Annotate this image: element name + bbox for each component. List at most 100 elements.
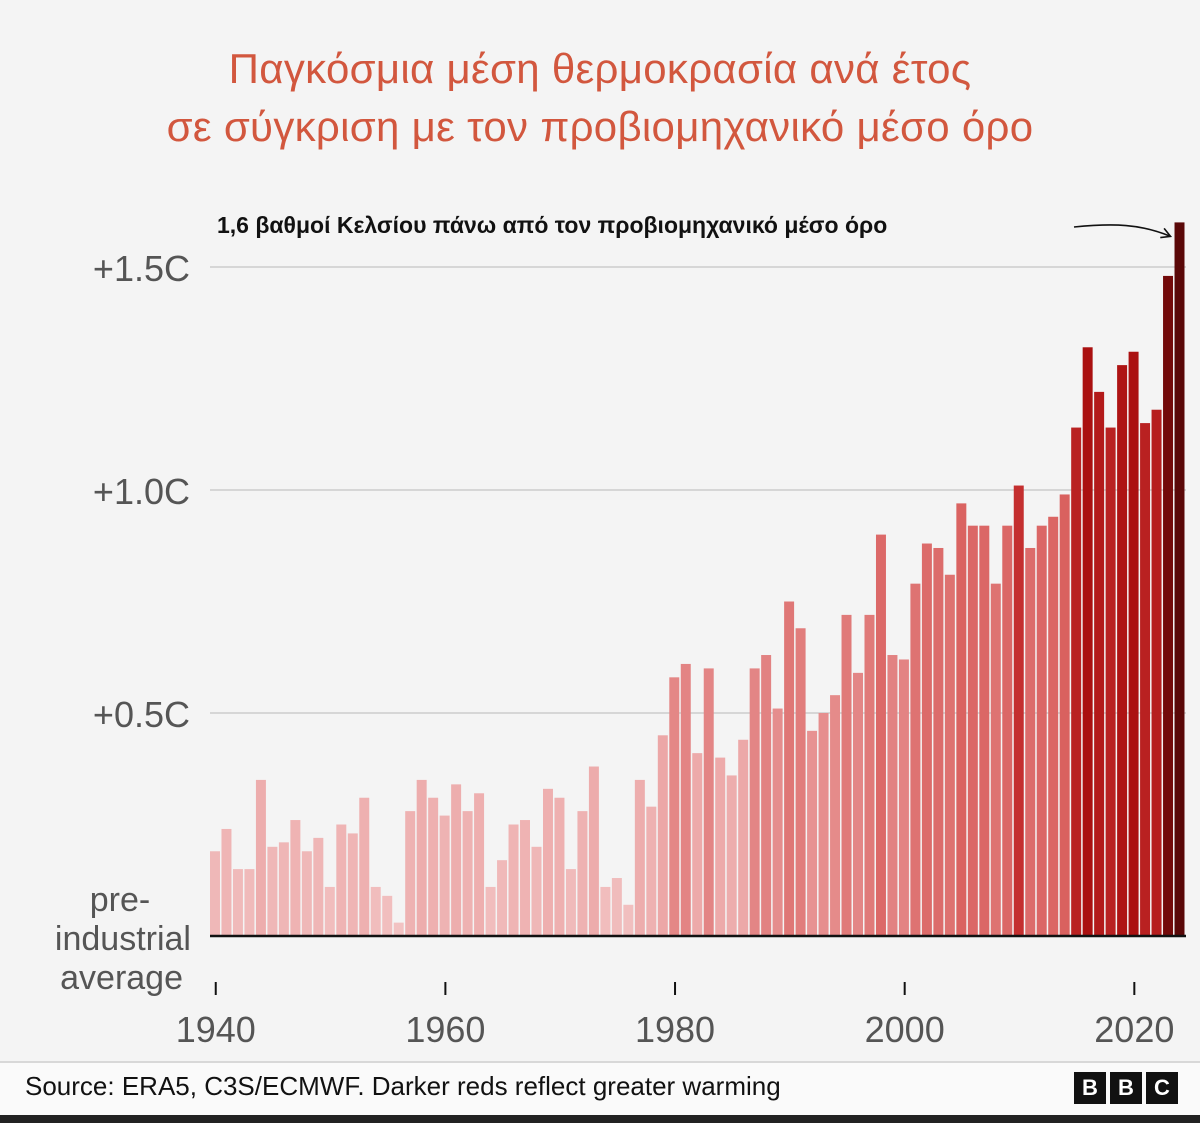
bar-1993 — [819, 713, 829, 936]
bar-2006 — [968, 526, 978, 936]
footer: Source: ERA5, C3S/ECMWF. Darker reds ref… — [0, 1061, 1200, 1115]
bar-1970 — [554, 798, 564, 936]
bar-2020 — [1129, 352, 1139, 936]
bar-1977 — [635, 780, 645, 936]
bar-1948 — [302, 851, 312, 936]
y-tick-labels: +1.5C +1.0C +0.5C — [93, 248, 190, 735]
bar-1953 — [359, 798, 369, 936]
bar-1959 — [428, 798, 438, 936]
bar-2004 — [945, 575, 955, 936]
bar-2009 — [1002, 526, 1012, 936]
bar-1972 — [577, 811, 587, 936]
bar-1976 — [623, 905, 633, 936]
x-tick-labels: 1940 1960 1980 2000 2020 — [176, 982, 1175, 1050]
bar-1999 — [887, 655, 897, 936]
bar-1945 — [267, 847, 277, 936]
y-tick-label: +1.5C — [93, 248, 190, 289]
bar-2012 — [1037, 526, 1047, 936]
bar-1962 — [463, 811, 473, 936]
bar-1965 — [497, 860, 507, 936]
bar-2008 — [991, 584, 1001, 936]
bar-1971 — [566, 869, 576, 936]
baseline-label-line: pre- — [90, 881, 150, 919]
bbc-logo-letter: B — [1110, 1072, 1142, 1104]
bar-1949 — [313, 838, 323, 936]
bar-2015 — [1071, 428, 1081, 936]
bar-1960 — [440, 816, 450, 936]
bar-2005 — [956, 503, 966, 936]
bar-1957 — [405, 811, 415, 936]
baseline-label-line: average — [60, 959, 183, 997]
bar-2017 — [1094, 392, 1104, 936]
bar-2021 — [1140, 423, 1150, 936]
bar-1942 — [233, 869, 243, 936]
bar-1987 — [750, 668, 760, 936]
bar-2022 — [1152, 410, 1162, 936]
bottom-bar — [0, 1115, 1200, 1123]
bar-1941 — [221, 829, 231, 936]
bar-1952 — [348, 833, 358, 936]
bar-1981 — [681, 664, 691, 936]
x-tick-label: 2020 — [1094, 1009, 1174, 1050]
bar-1951 — [336, 825, 346, 937]
bar-1955 — [382, 896, 392, 936]
bar-1975 — [612, 878, 622, 936]
bar-1996 — [853, 673, 863, 936]
bar-2018 — [1106, 428, 1116, 936]
bar-1964 — [486, 887, 496, 936]
bars — [210, 222, 1185, 936]
bar-1986 — [738, 740, 748, 936]
bar-2014 — [1060, 494, 1070, 936]
x-tick-label: 1980 — [635, 1009, 715, 1050]
bar-1974 — [600, 887, 610, 936]
bar-2011 — [1025, 548, 1035, 936]
bar-1994 — [830, 695, 840, 936]
bar-1997 — [864, 615, 874, 936]
bar-1998 — [876, 535, 886, 936]
x-tick-label: 1940 — [176, 1009, 256, 1050]
bar-2013 — [1048, 517, 1058, 936]
bar-2003 — [933, 548, 943, 936]
bbc-logo-letter: C — [1146, 1072, 1178, 1104]
bar-1984 — [715, 758, 725, 936]
bar-1946 — [279, 842, 289, 936]
bar-2024 — [1175, 222, 1185, 936]
source-note: Source: ERA5, C3S/ECMWF. Darker reds ref… — [25, 1071, 781, 1102]
bar-1990 — [784, 602, 794, 937]
bar-2002 — [922, 544, 932, 936]
bar-1995 — [842, 615, 852, 936]
baseline-label-line: industrial — [55, 920, 191, 958]
bar-1985 — [727, 775, 737, 936]
bar-chart: +1.5C +1.0C +0.5C 1940 1960 1980 2000 2020 pre… — [0, 0, 1200, 1060]
bar-1968 — [532, 847, 542, 936]
x-tick-label: 2000 — [865, 1009, 945, 1050]
bar-1983 — [704, 668, 714, 936]
bar-1966 — [509, 825, 519, 937]
bar-1940 — [210, 851, 220, 936]
y-tick-label: +1.0C — [93, 471, 190, 512]
bar-1988 — [761, 655, 771, 936]
bar-1961 — [451, 784, 461, 936]
bar-1956 — [394, 923, 404, 936]
bbc-logo-letter: B — [1074, 1072, 1106, 1104]
bar-2016 — [1083, 347, 1093, 936]
y-tick-label: +0.5C — [93, 694, 190, 735]
bar-1963 — [474, 793, 484, 936]
bar-1954 — [371, 887, 381, 936]
bar-1969 — [543, 789, 553, 936]
bar-1958 — [417, 780, 427, 936]
annotation-text: 1,6 βαθμοί Κελσίου πάνω από τον προβιομη… — [217, 212, 887, 238]
bar-1943 — [244, 869, 254, 936]
bar-1982 — [692, 753, 702, 936]
bar-1992 — [807, 731, 817, 936]
bar-2019 — [1117, 365, 1127, 936]
bar-2023 — [1163, 276, 1173, 936]
bar-2000 — [899, 659, 909, 936]
bar-1973 — [589, 767, 599, 936]
bar-2010 — [1014, 486, 1024, 936]
bar-1978 — [646, 807, 656, 936]
bar-1967 — [520, 820, 530, 936]
bar-1989 — [773, 709, 783, 936]
bar-1950 — [325, 887, 335, 936]
